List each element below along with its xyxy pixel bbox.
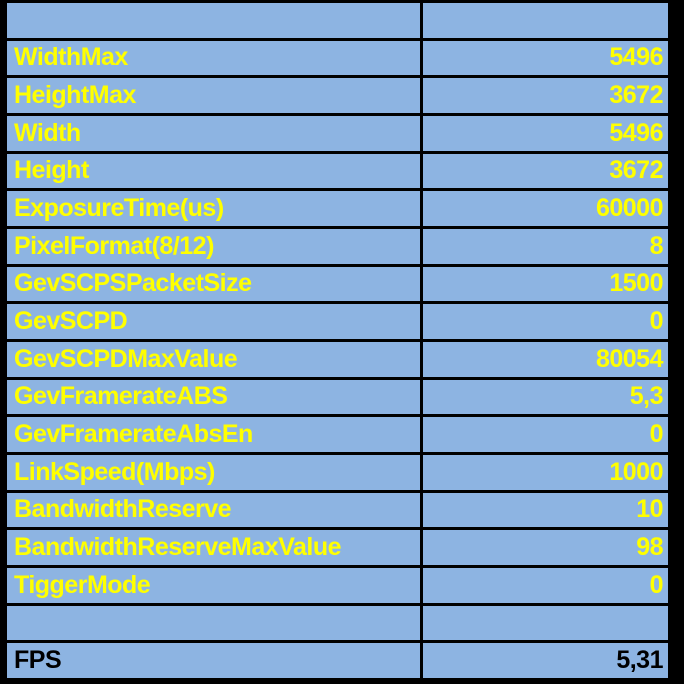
param-value-gevscpspacketsize[interactable]: 1500 bbox=[423, 266, 668, 302]
param-name-widthmax[interactable]: WidthMax bbox=[7, 40, 420, 76]
header-label-cell[interactable] bbox=[7, 3, 420, 38]
param-value-gevscpd[interactable]: 0 bbox=[423, 304, 668, 339]
param-name-gevscpspacketsize[interactable]: GevSCPSPacketSize bbox=[7, 266, 420, 302]
spacer-label-cell[interactable] bbox=[7, 605, 420, 641]
param-value-gevframerateabsen[interactable]: 0 bbox=[423, 417, 668, 452]
fps-value-cell[interactable]: 5,31 bbox=[423, 643, 668, 678]
param-value-gevframerateabs[interactable]: 5,3 bbox=[423, 379, 668, 415]
spacer-value-cell[interactable] bbox=[423, 605, 668, 641]
param-name-gevscpdmaxvalue[interactable]: GevSCPDMaxValue bbox=[7, 342, 420, 377]
param-value-widthmax[interactable]: 5496 bbox=[423, 40, 668, 76]
param-value-pixelformat[interactable]: 8 bbox=[423, 229, 668, 264]
fps-label-cell[interactable]: FPS bbox=[7, 643, 420, 678]
header-value-cell[interactable] bbox=[423, 3, 668, 38]
param-name-bandwidthreservemaxvalue[interactable]: BandwidthReserveMaxValue bbox=[7, 530, 420, 565]
param-value-bandwidthreservemaxvalue[interactable]: 98 bbox=[423, 530, 668, 565]
param-name-pixelformat[interactable]: PixelFormat(8/12) bbox=[7, 229, 420, 264]
param-value-exposuretime[interactable]: 60000 bbox=[423, 191, 668, 226]
param-name-heightmax[interactable]: HeightMax bbox=[7, 78, 420, 113]
param-name-tiggermode[interactable]: TiggerMode bbox=[7, 568, 420, 603]
param-value-tiggermode[interactable]: 0 bbox=[423, 568, 668, 603]
param-name-height[interactable]: Height bbox=[7, 153, 420, 189]
param-value-width[interactable]: 5496 bbox=[423, 116, 668, 151]
param-value-heightmax[interactable]: 3672 bbox=[423, 78, 668, 113]
param-name-gevframerateabs[interactable]: GevFramerateABS bbox=[7, 379, 420, 415]
param-name-linkspeed[interactable]: LinkSpeed(Mbps) bbox=[7, 455, 420, 490]
param-value-height[interactable]: 3672 bbox=[423, 153, 668, 189]
param-name-gevscpd[interactable]: GevSCPD bbox=[7, 304, 420, 339]
param-name-exposuretime[interactable]: ExposureTime(us) bbox=[7, 191, 420, 226]
parameter-table: WidthMax 5496 HeightMax 3672 Width 5496 … bbox=[7, 3, 668, 678]
param-value-bandwidthreserve[interactable]: 10 bbox=[423, 492, 668, 528]
param-name-bandwidthreserve[interactable]: BandwidthReserve bbox=[7, 492, 420, 528]
param-value-linkspeed[interactable]: 1000 bbox=[423, 455, 668, 490]
param-name-width[interactable]: Width bbox=[7, 116, 420, 151]
param-name-gevframerateabsen[interactable]: GevFramerateAbsEn bbox=[7, 417, 420, 452]
param-value-gevscpdmaxvalue[interactable]: 80054 bbox=[423, 342, 668, 377]
